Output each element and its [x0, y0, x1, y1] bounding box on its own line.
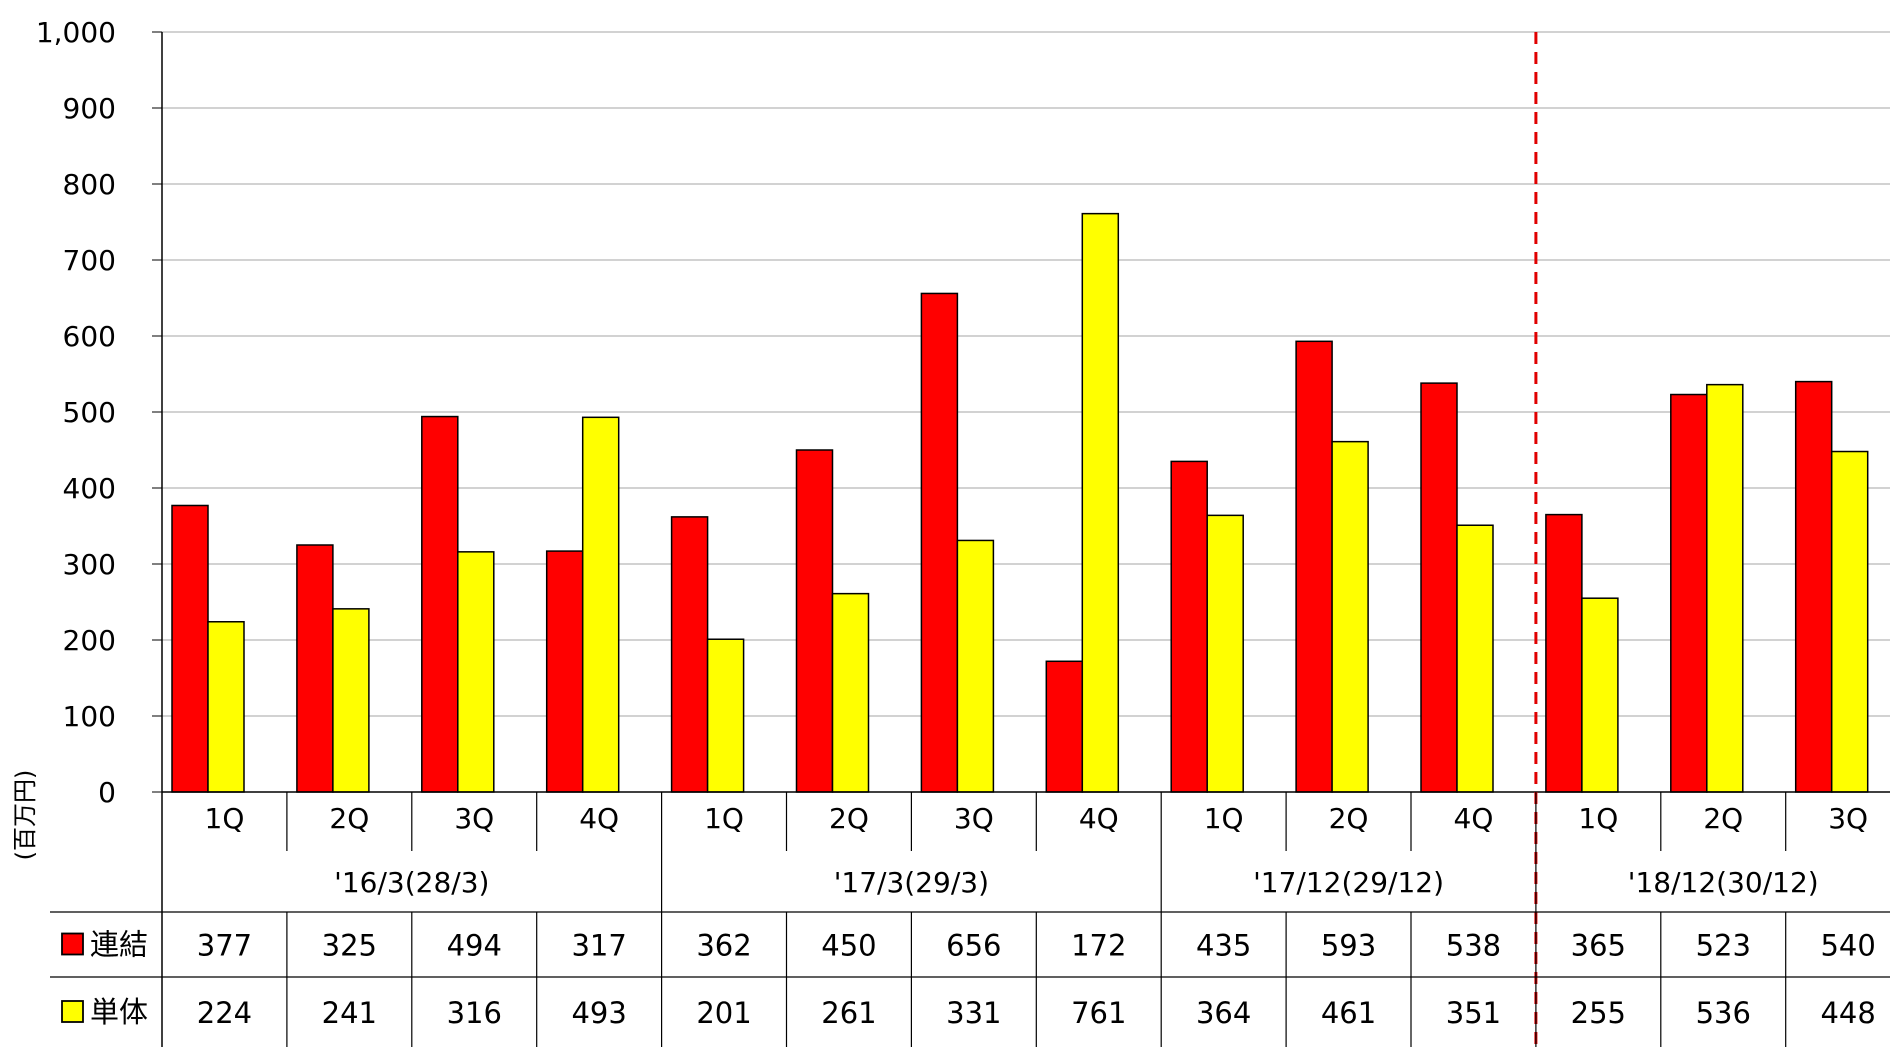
- data-label: 494: [447, 929, 502, 963]
- bar-renketsu: [171, 504, 209, 793]
- x-tick-label: 3Q: [454, 802, 494, 835]
- group-label: '16/3(28/3): [334, 866, 489, 899]
- data-label: 261: [821, 996, 876, 1030]
- x-tick-label: 4Q: [1079, 802, 1119, 835]
- x-tick-label: 1Q: [205, 802, 245, 835]
- y-axis-label: (百万円): [11, 770, 39, 861]
- y-tick-label: 500: [63, 396, 116, 429]
- data-label: 761: [1071, 996, 1126, 1030]
- data-label: 316: [447, 996, 502, 1030]
- data-label: 201: [696, 996, 751, 1030]
- bar-tantai: [581, 416, 620, 793]
- bar-tantai: [1206, 514, 1244, 793]
- bar-renketsu: [1420, 382, 1458, 793]
- data-label: 365: [1571, 929, 1626, 963]
- bar-renketsu: [1170, 460, 1208, 793]
- data-label: 331: [946, 996, 1001, 1030]
- bar-renketsu: [1295, 340, 1333, 793]
- data-label: 362: [696, 929, 751, 963]
- bar-tantai: [332, 608, 370, 793]
- data-label: 255: [1571, 996, 1626, 1030]
- y-tick-label: 900: [63, 92, 116, 125]
- y-tick-label: 100: [63, 700, 116, 733]
- bar-tantai: [1331, 440, 1369, 793]
- bar-renketsu: [1545, 513, 1583, 793]
- data-label: 351: [1446, 996, 1501, 1030]
- bar-tantai: [207, 621, 245, 793]
- data-label: 536: [1696, 996, 1751, 1030]
- data-label: 377: [197, 929, 252, 963]
- x-tick-label: 2Q: [329, 802, 369, 835]
- y-tick-label: 0: [98, 776, 116, 809]
- bar-renketsu: [545, 550, 584, 793]
- bar-renketsu: [296, 544, 334, 793]
- group-label: '18/12(30/12): [1628, 866, 1819, 899]
- data-label: 593: [1321, 929, 1376, 963]
- data-label: 461: [1321, 996, 1376, 1030]
- y-tick-label: 400: [63, 472, 116, 505]
- y-tick-label: 700: [63, 244, 116, 277]
- x-tick-label: 2Q: [829, 802, 869, 835]
- y-tick-label: 600: [63, 320, 116, 353]
- data-label: 317: [571, 929, 626, 963]
- data-label: 493: [571, 996, 626, 1030]
- x-tick-label: 4Q: [579, 802, 619, 835]
- bar-renketsu: [1794, 380, 1833, 793]
- legend-label: 単体: [90, 995, 148, 1029]
- x-tick-label: 1Q: [704, 802, 744, 835]
- bar-renketsu: [421, 415, 459, 793]
- legend-swatch: [61, 932, 84, 956]
- data-table: 1Q 2Q 3Q 4Q 1Q 2Q 3Q 4Q 1Q 2Q 4Q 1Q 2Q 3Q '16/3(28/3) '…: [50, 792, 1890, 1047]
- bar-renketsu: [670, 516, 709, 793]
- x-tick-label: 1Q: [1578, 802, 1618, 835]
- bar-renketsu: [920, 292, 959, 793]
- x-tick-label: 3Q: [1828, 802, 1868, 835]
- bar-tantai: [1456, 524, 1494, 793]
- y-tick-label: 200: [63, 624, 116, 657]
- data-label: 325: [322, 929, 377, 963]
- bar-renketsu: [795, 449, 834, 793]
- data-label: 435: [1196, 929, 1251, 963]
- data-label: 538: [1446, 929, 1501, 963]
- x-tick-label: 2Q: [1329, 802, 1369, 835]
- axes: 0 100 200 300 400 500 600 700 800 900 1,000: [36, 16, 1890, 1047]
- group-label: '17/3(29/3): [834, 866, 989, 899]
- x-tick-label: 3Q: [954, 802, 994, 835]
- bars: [171, 212, 1869, 793]
- bar-tantai: [1081, 212, 1120, 793]
- data-label: 364: [1196, 996, 1251, 1030]
- data-label: 450: [821, 929, 876, 963]
- legend-label: 連結: [90, 928, 148, 962]
- y-tick-label: 800: [63, 168, 116, 201]
- bar-tantai: [831, 592, 870, 793]
- data-label: 224: [197, 996, 252, 1030]
- y-tick-label: 300: [63, 548, 116, 581]
- data-label: 448: [1820, 996, 1875, 1030]
- x-tick-label: 2Q: [1703, 802, 1743, 835]
- data-label: 172: [1071, 929, 1126, 963]
- bar-tantai: [1830, 450, 1869, 793]
- bar-tantai: [1581, 597, 1619, 793]
- data-label: 656: [946, 929, 1001, 963]
- bar-tantai: [457, 551, 495, 793]
- bar-renketsu: [1045, 660, 1084, 793]
- bar-tantai: [1706, 383, 1744, 793]
- data-label: 241: [322, 996, 377, 1030]
- data-label: 540: [1820, 929, 1875, 963]
- data-label: 523: [1696, 929, 1751, 963]
- bar-renketsu: [1670, 393, 1708, 793]
- x-tick-label: 4Q: [1454, 802, 1494, 835]
- bar-tantai: [706, 638, 745, 793]
- group-label: '17/12(29/12): [1253, 866, 1444, 899]
- y-tick-label: 1,000: [36, 16, 116, 49]
- legend-swatch: [61, 1000, 84, 1023]
- x-tick-label: 1Q: [1204, 802, 1244, 835]
- bar-tantai: [956, 539, 995, 793]
